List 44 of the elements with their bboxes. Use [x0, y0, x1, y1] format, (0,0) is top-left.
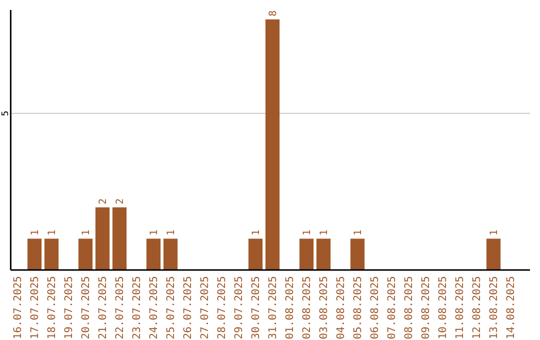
x-tick-label: 09.08.2025	[420, 276, 432, 340]
data-label: 1	[47, 230, 58, 236]
x-tick-label: 12.08.2025	[471, 276, 484, 340]
data-label: 1	[489, 230, 500, 236]
data-label: 1	[319, 230, 330, 236]
x-tick-label: 21.07.2025	[97, 276, 110, 340]
x-tick-label: 26.07.2025	[182, 276, 194, 340]
x-tick-label: 30.07.2025	[250, 276, 262, 340]
x-tick-label: 23.07.2025	[131, 276, 144, 340]
x-tick-label: 20.07.2025	[80, 276, 92, 340]
x-tick-label: 04.08.2025	[335, 276, 348, 340]
data-label: 1	[353, 230, 364, 236]
x-tick-label: 05.08.2025	[352, 276, 364, 340]
x-tick-label: 17.07.2025	[29, 276, 42, 340]
x-tick-label: 10.08.2025	[437, 276, 450, 340]
x-tick-label: 08.08.2025	[403, 276, 416, 340]
data-label: 1	[30, 230, 41, 236]
x-tick-label: 29.07.2025	[233, 276, 246, 340]
data-label: 2	[98, 198, 109, 204]
data-label: 1	[251, 230, 262, 236]
x-tick-label: 11.08.2025	[454, 276, 466, 340]
data-label: 2	[115, 198, 126, 204]
x-tick-label: 31.07.2025	[267, 276, 280, 340]
x-tick-label: 06.08.2025	[369, 276, 382, 340]
x-tick-label: 07.08.2025	[386, 276, 398, 340]
x-tick-label: 27.07.2025	[199, 276, 212, 340]
x-tick-label: 25.07.2025	[165, 276, 178, 340]
x-tick-label: 16.07.2025	[12, 276, 24, 340]
x-tick-label: 01.08.2025	[284, 276, 296, 340]
y-tick-label: 5	[1, 110, 12, 116]
x-tick-label: 22.07.2025	[114, 276, 126, 340]
x-tick-label: 24.07.2025	[148, 276, 160, 340]
x-tick-label: 28.07.2025	[216, 276, 228, 340]
data-label: 8	[268, 10, 279, 16]
data-label: 1	[81, 230, 92, 236]
data-label: 1	[149, 230, 160, 236]
x-tick-label: 02.08.2025	[301, 276, 314, 340]
data-label: 1	[166, 230, 177, 236]
x-tick-label: 19.07.2025	[63, 276, 76, 340]
x-tick-label: 03.08.2025	[318, 276, 330, 340]
x-tick-label: 18.07.2025	[46, 276, 58, 340]
x-tick-label: 14.08.2025	[505, 276, 518, 340]
x-tick-label: 13.08.2025	[488, 276, 500, 340]
data-label: 1	[302, 230, 313, 236]
